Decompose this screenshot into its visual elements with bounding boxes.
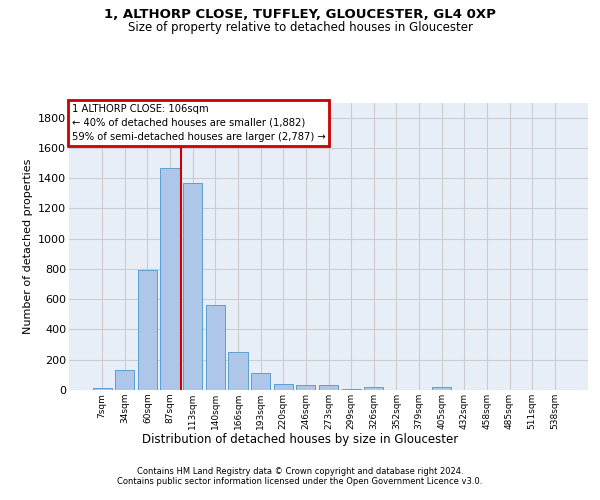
Text: Size of property relative to detached houses in Gloucester: Size of property relative to detached ho… xyxy=(128,21,473,34)
Text: Contains public sector information licensed under the Open Government Licence v3: Contains public sector information licen… xyxy=(118,477,482,486)
Text: 1, ALTHORP CLOSE, TUFFLEY, GLOUCESTER, GL4 0XP: 1, ALTHORP CLOSE, TUFFLEY, GLOUCESTER, G… xyxy=(104,8,496,20)
Bar xyxy=(138,270,157,390)
Text: Distribution of detached houses by size in Gloucester: Distribution of detached houses by size … xyxy=(142,432,458,446)
Bar xyxy=(92,388,112,390)
Bar xyxy=(115,370,134,390)
Bar xyxy=(251,374,270,390)
Bar xyxy=(274,384,293,390)
Bar xyxy=(432,387,451,390)
Text: 1 ALTHORP CLOSE: 106sqm
← 40% of detached houses are smaller (1,882)
59% of semi: 1 ALTHORP CLOSE: 106sqm ← 40% of detache… xyxy=(71,104,325,142)
Bar xyxy=(319,386,338,390)
Bar xyxy=(229,352,248,390)
Bar xyxy=(160,168,180,390)
Bar xyxy=(296,386,316,390)
Bar xyxy=(364,388,383,390)
Text: Contains HM Land Registry data © Crown copyright and database right 2024.: Contains HM Land Registry data © Crown c… xyxy=(137,467,463,476)
Bar xyxy=(206,306,225,390)
Bar xyxy=(183,184,202,390)
Y-axis label: Number of detached properties: Number of detached properties xyxy=(23,158,32,334)
Bar xyxy=(341,389,361,390)
